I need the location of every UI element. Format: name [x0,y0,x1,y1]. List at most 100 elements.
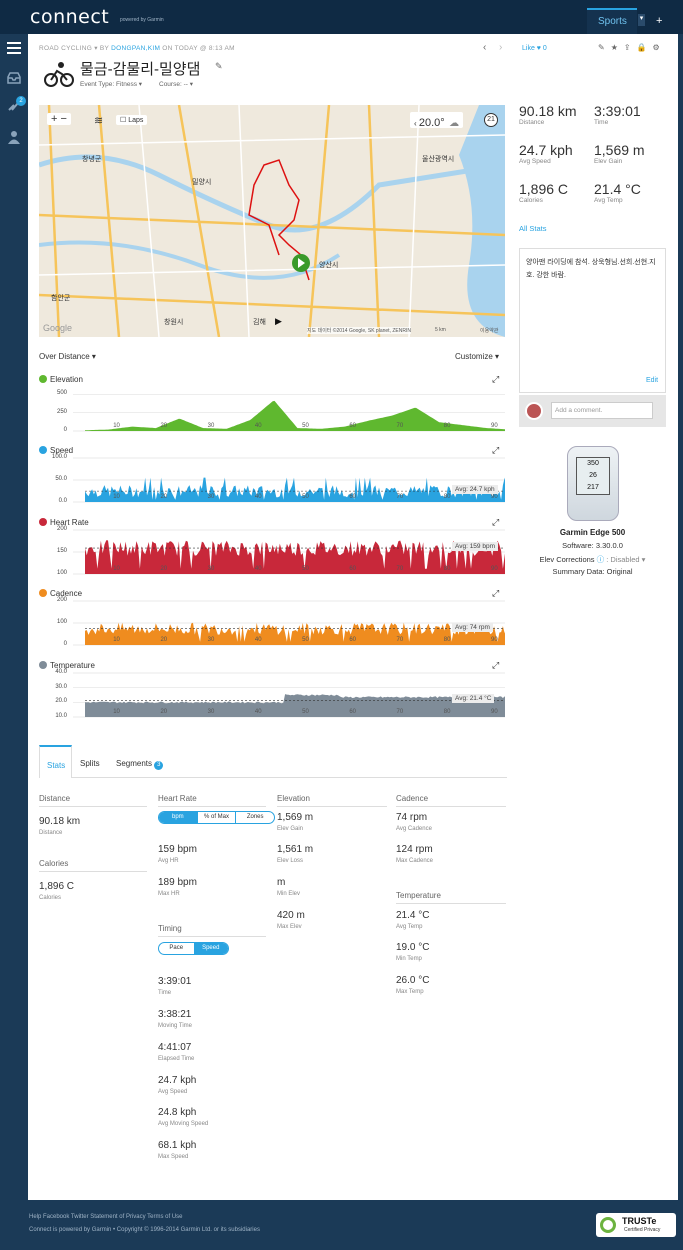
next-activity-icon[interactable]: › [499,42,503,53]
comment-input[interactable]: Add a comment. [551,402,653,419]
tab-splits[interactable]: Splits [80,759,100,768]
device-screen-bot: 217 [587,484,599,491]
export-icon[interactable]: ⇪ [623,43,637,52]
series-area [85,477,505,502]
sports-tab[interactable]: Sports [587,8,637,34]
section-heading: Temperature [396,891,506,904]
x-tick-label: 70 [396,637,404,643]
edit-notes-link[interactable]: Edit [646,377,659,384]
stats-heart-rate-section: Heart Rate [158,794,266,807]
over-distance-select[interactable]: Over Distance ▾ [39,352,96,361]
connect-logo[interactable]: connect [30,6,110,28]
prev-activity-icon[interactable]: ‹ [483,42,487,53]
add-icon[interactable]: + [656,15,663,27]
timing-toggle-speed[interactable]: Speed [193,943,228,954]
stat-label: Max Temp [396,989,424,995]
chart-plot[interactable] [39,518,505,580]
elev-corrections-select[interactable]: : Disabled ▾ [606,555,646,564]
star-icon[interactable]: ★ [610,43,624,52]
zoom-out-button[interactable]: − [60,113,67,125]
x-tick-label: 40 [254,423,262,429]
zoom-controls: + − [47,113,71,125]
edit-icon[interactable]: ✎ [598,43,611,52]
layers-icon[interactable]: ≋ [94,115,104,127]
stat-value: 3:38:21 [158,1009,192,1020]
play-route-icon[interactable]: ▶ [275,316,282,326]
help-icon[interactable]: ⓘ [596,555,605,564]
tab-segments-label: Segments [116,759,153,768]
chart-plot[interactable] [39,661,505,723]
customize-button[interactable]: Customize ▾ [455,352,500,361]
route-map[interactable]: + − ≋ ☐ Laps ‹ 20.0° ☁ 21 창녕군 밀양시 울산광역시 … [39,105,505,337]
course-select[interactable]: Course: -- ▾ [159,81,193,88]
inbox-icon[interactable] [7,72,21,86]
weather-prev-icon[interactable]: ‹ [414,119,419,128]
stats-elevation-section: Elevation [277,794,387,807]
like-button[interactable]: Like ♥ 0 [522,45,547,52]
chart-plot[interactable] [39,446,505,508]
summary-stat: 24.7 kph Avg Speed [519,142,573,165]
tab-segments[interactable]: Segments 3 [116,745,164,778]
x-tick-label: 40 [254,637,262,643]
activity-title[interactable]: 물금-감물리-밀양댐 [80,61,201,78]
laps-checkbox[interactable]: ☐ [120,117,127,124]
expand-chart-icon[interactable]: ⤢ [492,517,500,527]
summary-avg-temp-value: 21.4 °C [594,181,641,197]
activity-time: ON TODAY @ 8:13 AM [162,45,235,52]
x-tick-label: 10 [113,494,120,500]
stats-calories-section: Calories 1,896 C Calories [39,859,147,901]
map-terms-link[interactable]: 이용약관 [480,328,499,334]
expand-chart-icon[interactable]: ⤢ [492,374,500,384]
activity-type[interactable]: ROAD CYCLING [39,45,93,52]
chart-title-label: Elevation [50,375,83,384]
x-tick-label: 70 [396,566,404,572]
summary-data[interactable]: Summary Data: Original [552,567,633,576]
stat-value: 68.1 kph [158,1140,197,1151]
activity-type-caret[interactable]: ▾ [94,45,100,52]
map-copyright: 지도 데이터 ©2014 Google, SK planet, ZENRIN [307,327,411,334]
summary-stat: 1,896 C Calories [519,181,568,204]
chart-panel-heart-rate: Heart Rate ⤢ 200 150 100 10 20 30 40 50 60 70 80 90 Av… [39,517,505,580]
user-link[interactable]: DONGPAN,KIM [111,45,161,52]
expand-chart-icon[interactable]: ⤢ [492,445,500,455]
hr-toggle-zones[interactable]: Zones [235,812,274,823]
hr-toggle-bpm[interactable]: bpm [159,812,197,823]
map-place-label: 창녕군 [82,156,102,163]
sports-dropdown-caret[interactable]: ▾ [638,14,645,26]
zoom-in-button[interactable]: + [51,113,58,125]
truste-sub: Certified Privacy [624,1227,661,1233]
x-tick-label: 30 [207,423,215,429]
x-tick-label: 10 [113,566,120,572]
summary-elev-gain-value: 1,569 m [594,142,645,158]
profile-icon[interactable] [7,130,21,144]
tab-stats[interactable]: Stats [39,745,72,778]
side-nav: 2 [0,34,28,1200]
weather-widget[interactable]: ‹ 20.0° ☁ [410,112,464,129]
logo-subtitle: powered by Garmin [120,17,164,23]
lock-icon[interactable]: 🔒 [636,43,653,52]
chart-plot[interactable] [39,375,505,437]
weather-badge[interactable]: 21 [484,113,498,127]
activity-notes[interactable]: 양아맨 라이딩에 참석. 상욱형님.선희.선현.지호. 강한 바람. [526,259,656,279]
stat-item: 19.0 °C Min Temp [396,942,429,962]
summary-avg-speed-value: 24.7 kph [519,142,573,158]
chart-title-label: Temperature [50,661,95,670]
gear-icon[interactable]: ⚙ [652,43,666,52]
chart-title: Cadence [39,589,82,598]
event-type[interactable]: Event Type: Fitness ▾ [80,81,143,88]
truste-badge[interactable]: TRUSTe Certified Privacy [596,1213,676,1237]
expand-chart-icon[interactable]: ⤢ [492,588,500,598]
footer-links[interactable]: Help Facebook Twitter Statement of Priva… [29,1214,183,1220]
laps-toggle[interactable]: ☐ Laps [116,115,148,125]
all-stats-link[interactable]: All Stats [519,224,547,233]
hr-toggle-percent-max[interactable]: % of Max [196,812,236,823]
x-tick-label: 80 [443,494,451,500]
menu-icon[interactable] [7,42,21,56]
x-tick-label: 30 [207,709,215,715]
expand-chart-icon[interactable]: ⤢ [492,660,500,670]
timing-toggle-pace[interactable]: Pace [169,945,184,951]
stat-value: 1,896 C [39,881,75,892]
chart-plot[interactable] [39,589,505,651]
edit-title-icon[interactable]: ✎ [215,61,223,71]
stat-label: Avg Temp [396,924,423,930]
